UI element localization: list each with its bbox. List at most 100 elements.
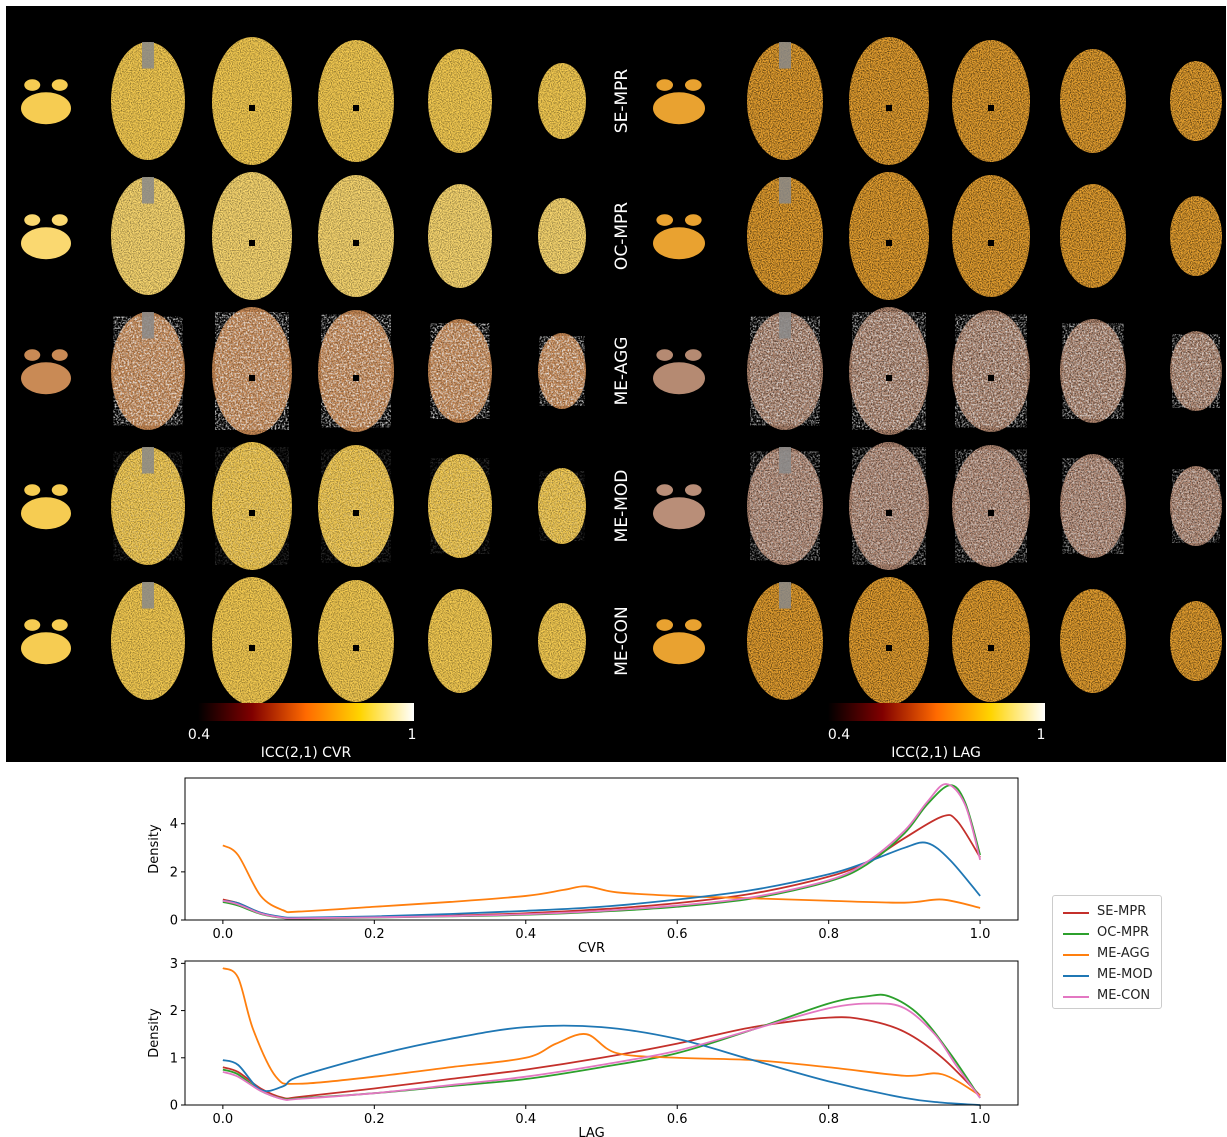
brain-slice: [747, 312, 823, 430]
x-tick-label: 1.0: [970, 927, 991, 942]
brain-slice: [538, 333, 586, 409]
brain-slice: [111, 447, 185, 565]
y-tick-label: 3: [170, 957, 178, 972]
colorbar-cvr-gradient: [198, 703, 414, 721]
brain-slice: [1170, 331, 1222, 411]
brain-slice: [428, 589, 492, 693]
colorbar-lag-gradient: [828, 703, 1045, 721]
brain-slice: [21, 349, 71, 395]
y-tick-label: 1: [170, 1051, 178, 1066]
brain-slice: [318, 580, 394, 702]
brain-slice: [1170, 601, 1222, 681]
x-axis-label: CVR: [578, 941, 605, 956]
brain-slice: [212, 577, 292, 705]
x-tick-label: 0.6: [667, 1112, 688, 1127]
brain-slice: [849, 307, 929, 435]
legend-label: OC-MPR: [1097, 925, 1150, 940]
brain-slice: [849, 577, 929, 705]
y-tick-label: 2: [170, 1004, 178, 1019]
legend-swatch: [1063, 996, 1089, 998]
brain-slice: [318, 445, 394, 567]
icc-brain-map-panel: SE-MPR OC-MPR ME-AGG ME-MOD ME-CON 0.4 1 ICC…: [6, 6, 1226, 762]
colorbar-cvr: 0.4 1 ICC(2,1) CVR: [188, 703, 416, 761]
brain-slice: [1060, 454, 1126, 558]
brain-slice: [318, 40, 394, 162]
brain-slice: [849, 442, 929, 570]
legend-label: SE-MPR: [1097, 904, 1147, 919]
x-tick-label: 0.0: [213, 927, 234, 942]
row-label-me-mod: ME-MOD: [612, 470, 632, 543]
x-tick-label: 0.0: [213, 1112, 234, 1127]
legend-label: ME-AGG: [1097, 946, 1150, 961]
legend-item-oc-mpr: OC-MPR: [1063, 923, 1159, 943]
colorbar-lag: 0.4 1 ICC(2,1) LAG: [828, 703, 1046, 761]
series-line-oc-mpr: [222, 784, 982, 920]
plot-frame: [184, 960, 1019, 1106]
brain-slice: [212, 37, 292, 165]
brain-slice: [1060, 184, 1126, 288]
brain-slice: [318, 175, 394, 297]
brain-slice: [849, 37, 929, 165]
series-line-me-mod: [222, 1024, 981, 1106]
brain-slice: [747, 582, 823, 700]
brain-slice: [428, 319, 492, 423]
chart-legend: SE-MPR OC-MPR ME-AGG ME-MOD ME-CON: [1052, 895, 1162, 1009]
legend-item-me-mod: ME-MOD: [1063, 965, 1159, 985]
brain-slice: [111, 177, 185, 295]
series-line-me-con: [222, 783, 982, 920]
brain-slice: [952, 40, 1030, 162]
y-axis-label: Density: [147, 1008, 162, 1058]
brain-slice: [21, 484, 71, 530]
legend-swatch: [1063, 933, 1089, 935]
brain-slice: [653, 349, 705, 395]
row-label-me-agg: ME-AGG: [612, 337, 632, 406]
brain-slice: [111, 312, 185, 430]
brain-slice: [538, 63, 586, 139]
brain-slice: [1060, 49, 1126, 153]
brain-slice: [952, 175, 1030, 297]
brain-slice: [538, 468, 586, 544]
brain-slice: [747, 177, 823, 295]
legend-swatch: [1063, 954, 1089, 956]
brain-slice: [653, 79, 705, 125]
x-axis-label: LAG: [578, 1126, 604, 1137]
series-line-me-agg: [222, 844, 981, 914]
series-line-me-con: [222, 1002, 981, 1101]
brain-slice: [1060, 589, 1126, 693]
brain-slice: [21, 214, 71, 260]
legend-label: ME-MOD: [1097, 967, 1153, 982]
brain-slice: [653, 619, 705, 665]
brain-slice: [212, 307, 292, 435]
brain-slice: [428, 49, 492, 153]
x-tick-label: 1.0: [970, 1112, 991, 1127]
series-line-me-agg: [222, 967, 981, 1097]
brain-slice: [538, 603, 586, 679]
colorbar-lag-label: ICC(2,1) LAG: [891, 745, 981, 761]
lag-density-chart: 0.0 0.2 0.4 0.6 0.8 1.0 0 1 2 3 LAG Density: [147, 957, 1019, 1137]
brain-slice: [111, 582, 185, 700]
brain-slice: [212, 442, 292, 570]
colorbar-cvr-label: ICC(2,1) CVR: [261, 745, 352, 761]
legend-item-se-mpr: SE-MPR: [1063, 902, 1159, 922]
brain-slice: [428, 454, 492, 558]
series-line-oc-mpr: [222, 993, 981, 1101]
brain-slice: [747, 42, 823, 160]
brain-slice: [1170, 61, 1222, 141]
x-tick-label: 0.4: [515, 1112, 536, 1127]
legend-swatch: [1063, 912, 1089, 914]
legend-swatch: [1063, 975, 1089, 977]
x-tick-label: 0.6: [667, 927, 688, 942]
brain-slice: [747, 447, 823, 565]
brain-slice: [212, 172, 292, 300]
row-label-oc-mpr: OC-MPR: [612, 202, 632, 270]
row-label-se-mpr: SE-MPR: [612, 69, 632, 134]
brain-slice: [653, 214, 705, 260]
colorbar-lag-max: 1: [1037, 727, 1046, 743]
cvr-density-chart: 0.0 0.2 0.4 0.6 0.8 1.0 0 2 4 CVR Density: [147, 777, 1019, 956]
brain-slice: [538, 198, 586, 274]
x-tick-label: 0.2: [364, 1112, 385, 1127]
y-axis-label: Density: [147, 824, 162, 874]
legend-item-me-con: ME-CON: [1063, 986, 1159, 1006]
x-tick-label: 0.4: [515, 927, 536, 942]
